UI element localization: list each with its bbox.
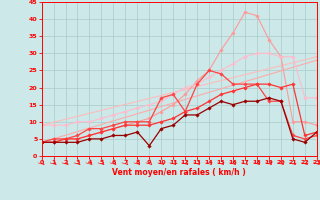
X-axis label: Vent moyen/en rafales ( km/h ): Vent moyen/en rafales ( km/h ): [112, 168, 246, 177]
